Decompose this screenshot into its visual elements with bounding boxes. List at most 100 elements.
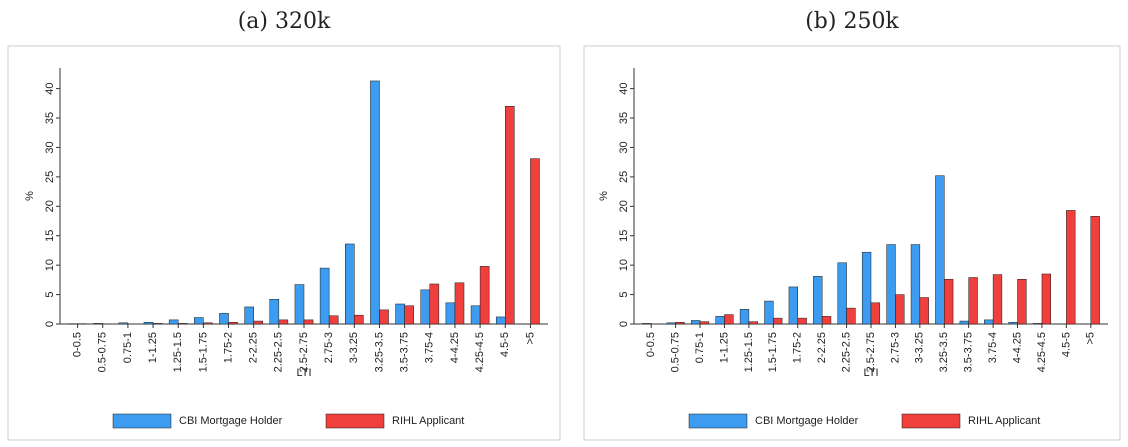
bar (370, 80, 380, 325)
bar (454, 282, 465, 325)
bar (395, 303, 405, 325)
x-tick-label: 2.5-2.75 (298, 332, 310, 372)
bar (886, 244, 896, 325)
bar (530, 158, 540, 325)
bar (992, 274, 1003, 325)
bar (813, 276, 823, 325)
y-tick-label: 40 (618, 82, 630, 94)
legend-label: RIHL Applicant (392, 415, 464, 427)
x-tick-label: 4.5-5 (1060, 332, 1072, 357)
x-tick-label: 0-0.5 (645, 332, 657, 357)
x-tick-label: 4-4.25 (449, 332, 461, 363)
bar (724, 314, 734, 325)
bar (959, 320, 969, 325)
bar (194, 317, 204, 325)
x-tick-label: 4.25-4.5 (474, 332, 486, 372)
bar (328, 315, 339, 325)
bar (764, 300, 774, 325)
bar (642, 323, 652, 325)
bar (495, 316, 506, 325)
legend-swatch (112, 413, 172, 429)
x-tick-label: 3.25-3.5 (373, 332, 385, 372)
bar (505, 106, 515, 325)
bar (797, 317, 807, 325)
bar (420, 289, 431, 325)
chart-title: (a) 320k (238, 9, 331, 34)
bar (699, 321, 710, 325)
bar (244, 306, 254, 325)
bar (354, 314, 364, 325)
bar (319, 267, 330, 325)
x-tick-label: 3.25-3.5 (938, 332, 950, 372)
legend-label: CBI Mortgage Holder (755, 415, 859, 427)
bar (470, 305, 481, 325)
bar (968, 277, 978, 325)
x-tick-label: 1.25-1.5 (743, 332, 755, 372)
bar (1041, 273, 1051, 325)
y-axis-label: % (598, 191, 610, 201)
bar (177, 323, 188, 325)
x-tick-label: 2.75-3 (889, 332, 901, 363)
x-tick-label: 0.5-0.75 (97, 332, 109, 372)
bar (739, 309, 750, 325)
x-tick-label: 2-2.25 (248, 332, 260, 363)
legend-swatch (325, 413, 385, 429)
x-tick-label: 4.5-5 (499, 332, 511, 357)
bar (294, 284, 305, 325)
x-tick-label: 1.75-2 (792, 332, 804, 363)
bar (837, 262, 847, 325)
legend-swatch (901, 413, 961, 429)
bar (278, 319, 289, 325)
x-tick-label: 4.25-4.5 (1036, 332, 1048, 372)
x-tick-label: 3-3.25 (914, 332, 926, 363)
bar (143, 321, 154, 325)
bar (203, 322, 213, 325)
bar (1090, 216, 1100, 325)
bar (666, 322, 676, 325)
bar (228, 321, 238, 325)
bar (1066, 210, 1076, 325)
y-tick-label: 15 (44, 230, 56, 242)
x-tick-label: 2.75-3 (323, 332, 335, 363)
bar (984, 319, 994, 325)
y-tick-label: 10 (44, 259, 56, 271)
x-tick-label: 3.75-4 (987, 332, 999, 363)
x-tick-label: 1-1.25 (147, 332, 159, 363)
bar (715, 316, 725, 325)
bar (675, 321, 685, 325)
legend-label: RIHL Applicant (968, 415, 1040, 427)
y-tick-label: 30 (44, 141, 56, 153)
y-tick-label: 35 (618, 112, 630, 124)
bar (1032, 323, 1043, 325)
y-tick-label: 40 (44, 82, 56, 94)
bar (821, 316, 832, 325)
x-tick-label: 2-2.25 (816, 332, 828, 363)
x-tick-label: 0.5-0.75 (670, 332, 682, 372)
chart-title: (b) 250k (805, 9, 899, 34)
panel-frame (7, 45, 561, 441)
bar (895, 294, 905, 325)
bar (445, 302, 456, 325)
bar (846, 307, 856, 325)
x-tick-label: 1.25-1.5 (172, 332, 184, 372)
y-tick-label: 5 (618, 292, 630, 298)
y-tick-label: 5 (44, 292, 56, 298)
x-tick-label: 1.5-1.75 (767, 332, 779, 372)
y-tick-label: 20 (44, 200, 56, 212)
bar (345, 243, 355, 325)
bar (479, 266, 490, 325)
bar (93, 323, 103, 325)
panel-frame (583, 45, 1121, 441)
x-tick-label: 1.5-1.75 (197, 332, 209, 372)
x-tick-label: 4-4.25 (1011, 332, 1023, 363)
y-tick-label: 30 (618, 141, 630, 153)
x-tick-label: >5 (1085, 332, 1097, 345)
bar (748, 321, 758, 325)
bar (773, 317, 783, 325)
y-tick-label: 10 (618, 259, 630, 271)
x-axis-label: LTI (863, 367, 878, 379)
y-tick-label: 0 (618, 321, 630, 327)
bar (935, 175, 945, 325)
legend-label: CBI Mortgage Holder (179, 415, 283, 427)
